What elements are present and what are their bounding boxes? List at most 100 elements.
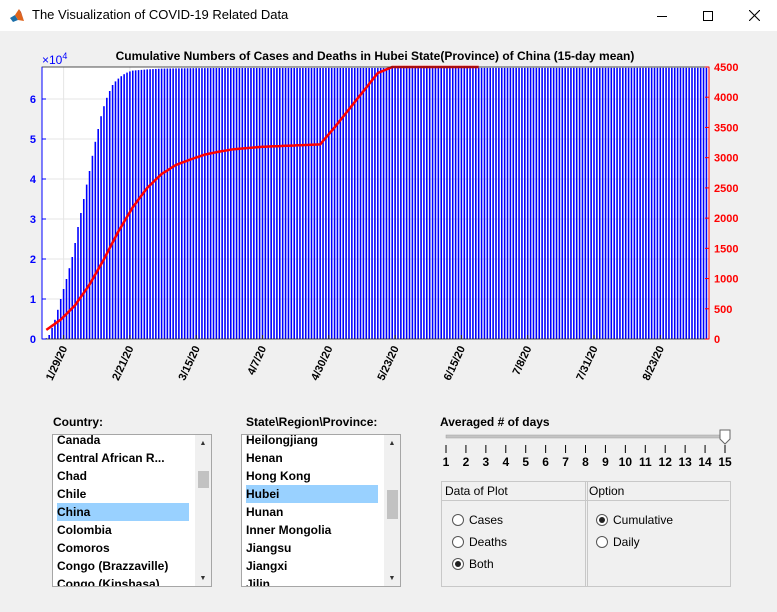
radio-both[interactable]: Both <box>452 557 494 571</box>
case-bar <box>558 67 561 339</box>
case-bar <box>328 67 330 339</box>
state-list-item[interactable]: Hunan <box>246 505 284 519</box>
radio-circle-icon[interactable] <box>452 558 464 570</box>
case-bar <box>489 67 492 340</box>
state-list-item[interactable]: Hubei <box>246 485 378 503</box>
case-bar <box>244 67 246 339</box>
country-list-item[interactable]: China <box>57 503 189 521</box>
radio-deaths[interactable]: Deaths <box>452 535 507 549</box>
scroll-down-arrow-icon[interactable]: ▼ <box>199 574 207 582</box>
case-bar <box>624 67 627 340</box>
case-bar <box>633 67 636 339</box>
case-bar <box>581 67 584 339</box>
state-label: State\Region\Province: <box>246 415 378 429</box>
radio-circle-icon[interactable] <box>596 514 608 526</box>
country-list-item[interactable]: Colombia <box>57 523 112 537</box>
case-bar <box>610 67 613 339</box>
case-bar <box>431 67 434 340</box>
case-bar <box>310 67 313 340</box>
case-bar <box>276 67 278 339</box>
right-tick-label: 4500 <box>714 62 738 74</box>
case-bar <box>541 67 543 340</box>
case-bar <box>215 68 218 340</box>
case-bar <box>114 81 117 340</box>
country-scroll-thumb[interactable] <box>198 471 209 488</box>
case-bar <box>604 67 607 340</box>
slider-tick-label: 7 <box>562 455 569 469</box>
case-bar <box>368 67 370 340</box>
case-bar <box>662 67 664 340</box>
slider-thumb[interactable] <box>719 429 731 445</box>
scroll-up-arrow-icon[interactable]: ▲ <box>199 439 207 447</box>
radio-cumulative[interactable]: Cumulative <box>596 513 673 527</box>
slider-tick-label: 3 <box>482 455 490 469</box>
case-bar <box>549 67 552 339</box>
case-bar <box>333 67 336 339</box>
case-bar <box>351 67 353 339</box>
case-bar <box>149 69 151 340</box>
right-tick-label: 3000 <box>714 153 738 165</box>
state-list-item[interactable]: Jiangxi <box>246 559 288 573</box>
state-listbox[interactable]: Jilin Jiangxi Jiangsu Inner Mongolia Hunan Hu… <box>241 434 401 587</box>
case-bar <box>420 67 422 339</box>
left-tick-label: 2 <box>30 254 36 266</box>
case-bar <box>411 67 414 339</box>
country-list-item[interactable]: Chad <box>57 469 87 483</box>
radio-daily[interactable]: Daily <box>596 535 640 549</box>
title-bar[interactable]: The Visualization of COVID-19 Related Da… <box>0 0 777 31</box>
slider-tick-label: 4 <box>502 455 510 469</box>
state-list-item[interactable]: Hong Kong <box>246 469 311 483</box>
maximize-button[interactable] <box>685 0 731 31</box>
state-list-item[interactable]: Jilin <box>246 577 271 587</box>
case-bar <box>498 67 500 340</box>
case-bar <box>108 91 111 339</box>
state-list-item[interactable]: Inner Mongolia <box>246 523 332 537</box>
state-scrollbar[interactable]: ▲ ▼ <box>384 435 400 586</box>
radio-cases[interactable]: Cases <box>452 513 503 527</box>
case-bar <box>227 67 229 340</box>
case-bar <box>313 67 316 339</box>
case-bar <box>322 67 324 340</box>
slider-tick-label: 11 <box>638 455 652 469</box>
scroll-down-arrow-icon[interactable]: ▼ <box>388 574 396 582</box>
country-listbox[interactable]: Congo (Kinshasa) Congo (Brazzaville) Comor… <box>52 434 212 587</box>
case-bar <box>526 67 529 339</box>
case-bar <box>702 67 705 339</box>
country-list-item[interactable]: Chile <box>57 487 87 501</box>
slider-tick-label: 8 <box>582 455 589 469</box>
case-bar <box>103 106 105 339</box>
case-bar <box>201 68 203 340</box>
case-bar <box>253 67 255 339</box>
country-list-item[interactable]: Congo (Kinshasa) <box>57 577 160 587</box>
averaged-days-slider[interactable] <box>440 428 740 456</box>
close-button[interactable] <box>731 0 777 31</box>
radio-cases-label: Cases <box>469 513 504 527</box>
country-list-item[interactable]: Central African R... <box>57 451 165 465</box>
case-bar <box>472 67 474 339</box>
case-bar <box>506 67 509 339</box>
minimize-button[interactable] <box>639 0 685 31</box>
case-bar <box>394 67 396 340</box>
state-scroll-thumb[interactable] <box>387 490 398 519</box>
country-list-item[interactable]: Comoros <box>57 541 110 555</box>
scroll-up-arrow-icon[interactable]: ▲ <box>388 439 396 447</box>
radio-circle-icon[interactable] <box>452 514 464 526</box>
case-bar <box>598 67 601 340</box>
right-tick-label: 4000 <box>714 92 738 104</box>
case-bar <box>241 67 244 339</box>
state-list-item[interactable]: Heilongjiang <box>246 434 318 447</box>
radio-circle-icon[interactable] <box>452 536 464 548</box>
country-list-item[interactable]: Canada <box>57 434 101 447</box>
case-bar <box>189 68 192 339</box>
slider-tick-label: 1 <box>442 455 450 469</box>
country-scrollbar[interactable]: ▲ ▼ <box>195 435 211 586</box>
case-bar <box>232 67 235 340</box>
radio-circle-icon[interactable] <box>596 536 608 548</box>
case-bar <box>460 67 463 339</box>
state-list-item[interactable]: Jiangsu <box>246 541 292 555</box>
slider-tick-label: 9 <box>602 455 609 469</box>
state-list-item[interactable]: Henan <box>246 451 283 465</box>
country-list-item[interactable]: Congo (Brazzaville) <box>57 559 169 573</box>
slider-ticks <box>445 445 726 453</box>
case-bar <box>639 67 641 339</box>
